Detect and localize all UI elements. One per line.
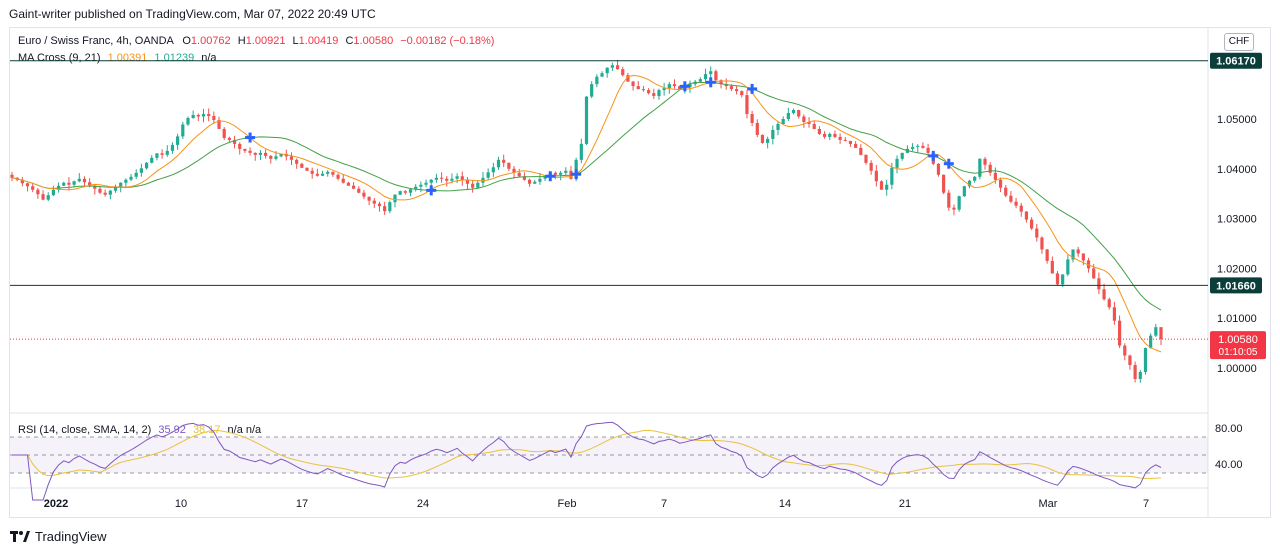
main-legend[interactable]: Euro / Swiss Franc, 4h, OANDA O1.00762 H…	[18, 35, 494, 47]
rsi-name: RSI (14, close, SMA, 14, 2)	[18, 424, 152, 436]
open-label: O	[182, 35, 191, 47]
ma-legend[interactable]: MA Cross (9, 21) 1.00391 1.01239 n/a	[18, 52, 217, 64]
currency-button[interactable]: CHF	[1224, 33, 1254, 51]
rsi-sma-value: 38.17	[192, 424, 221, 436]
change-value: −0.00182 (−0.18%)	[400, 35, 495, 47]
brand-name: TradingView	[35, 529, 107, 544]
low-value: 1.00419	[298, 35, 339, 47]
open-value: 1.00762	[190, 35, 231, 47]
ma-name: MA Cross (9, 21)	[18, 52, 101, 64]
tradingview-logo[interactable]: TradingView	[10, 529, 107, 544]
rsi-legend[interactable]: RSI (14, close, SMA, 14, 2) 35.92 38.17 …	[18, 424, 261, 436]
high-label: H	[237, 35, 246, 47]
symbol-title: Euro / Swiss Franc, 4h, OANDA	[18, 35, 174, 47]
high-value: 1.00921	[245, 35, 286, 47]
ma-slow-value: 1.01239	[154, 52, 195, 64]
chart-frame	[9, 27, 1271, 518]
publisher-text: Gaint-writer published on TradingView.co…	[9, 7, 376, 21]
close-label: C	[345, 35, 354, 47]
rsi-value: 35.92	[158, 424, 186, 436]
rsi-extra: n/a n/a	[227, 424, 262, 436]
tradingview-logo-icon	[10, 531, 30, 542]
low-label: L	[292, 35, 299, 47]
ma-extra: n/a	[201, 52, 217, 64]
close-value: 1.00580	[353, 35, 394, 47]
ma-fast-value: 1.00391	[107, 52, 148, 64]
